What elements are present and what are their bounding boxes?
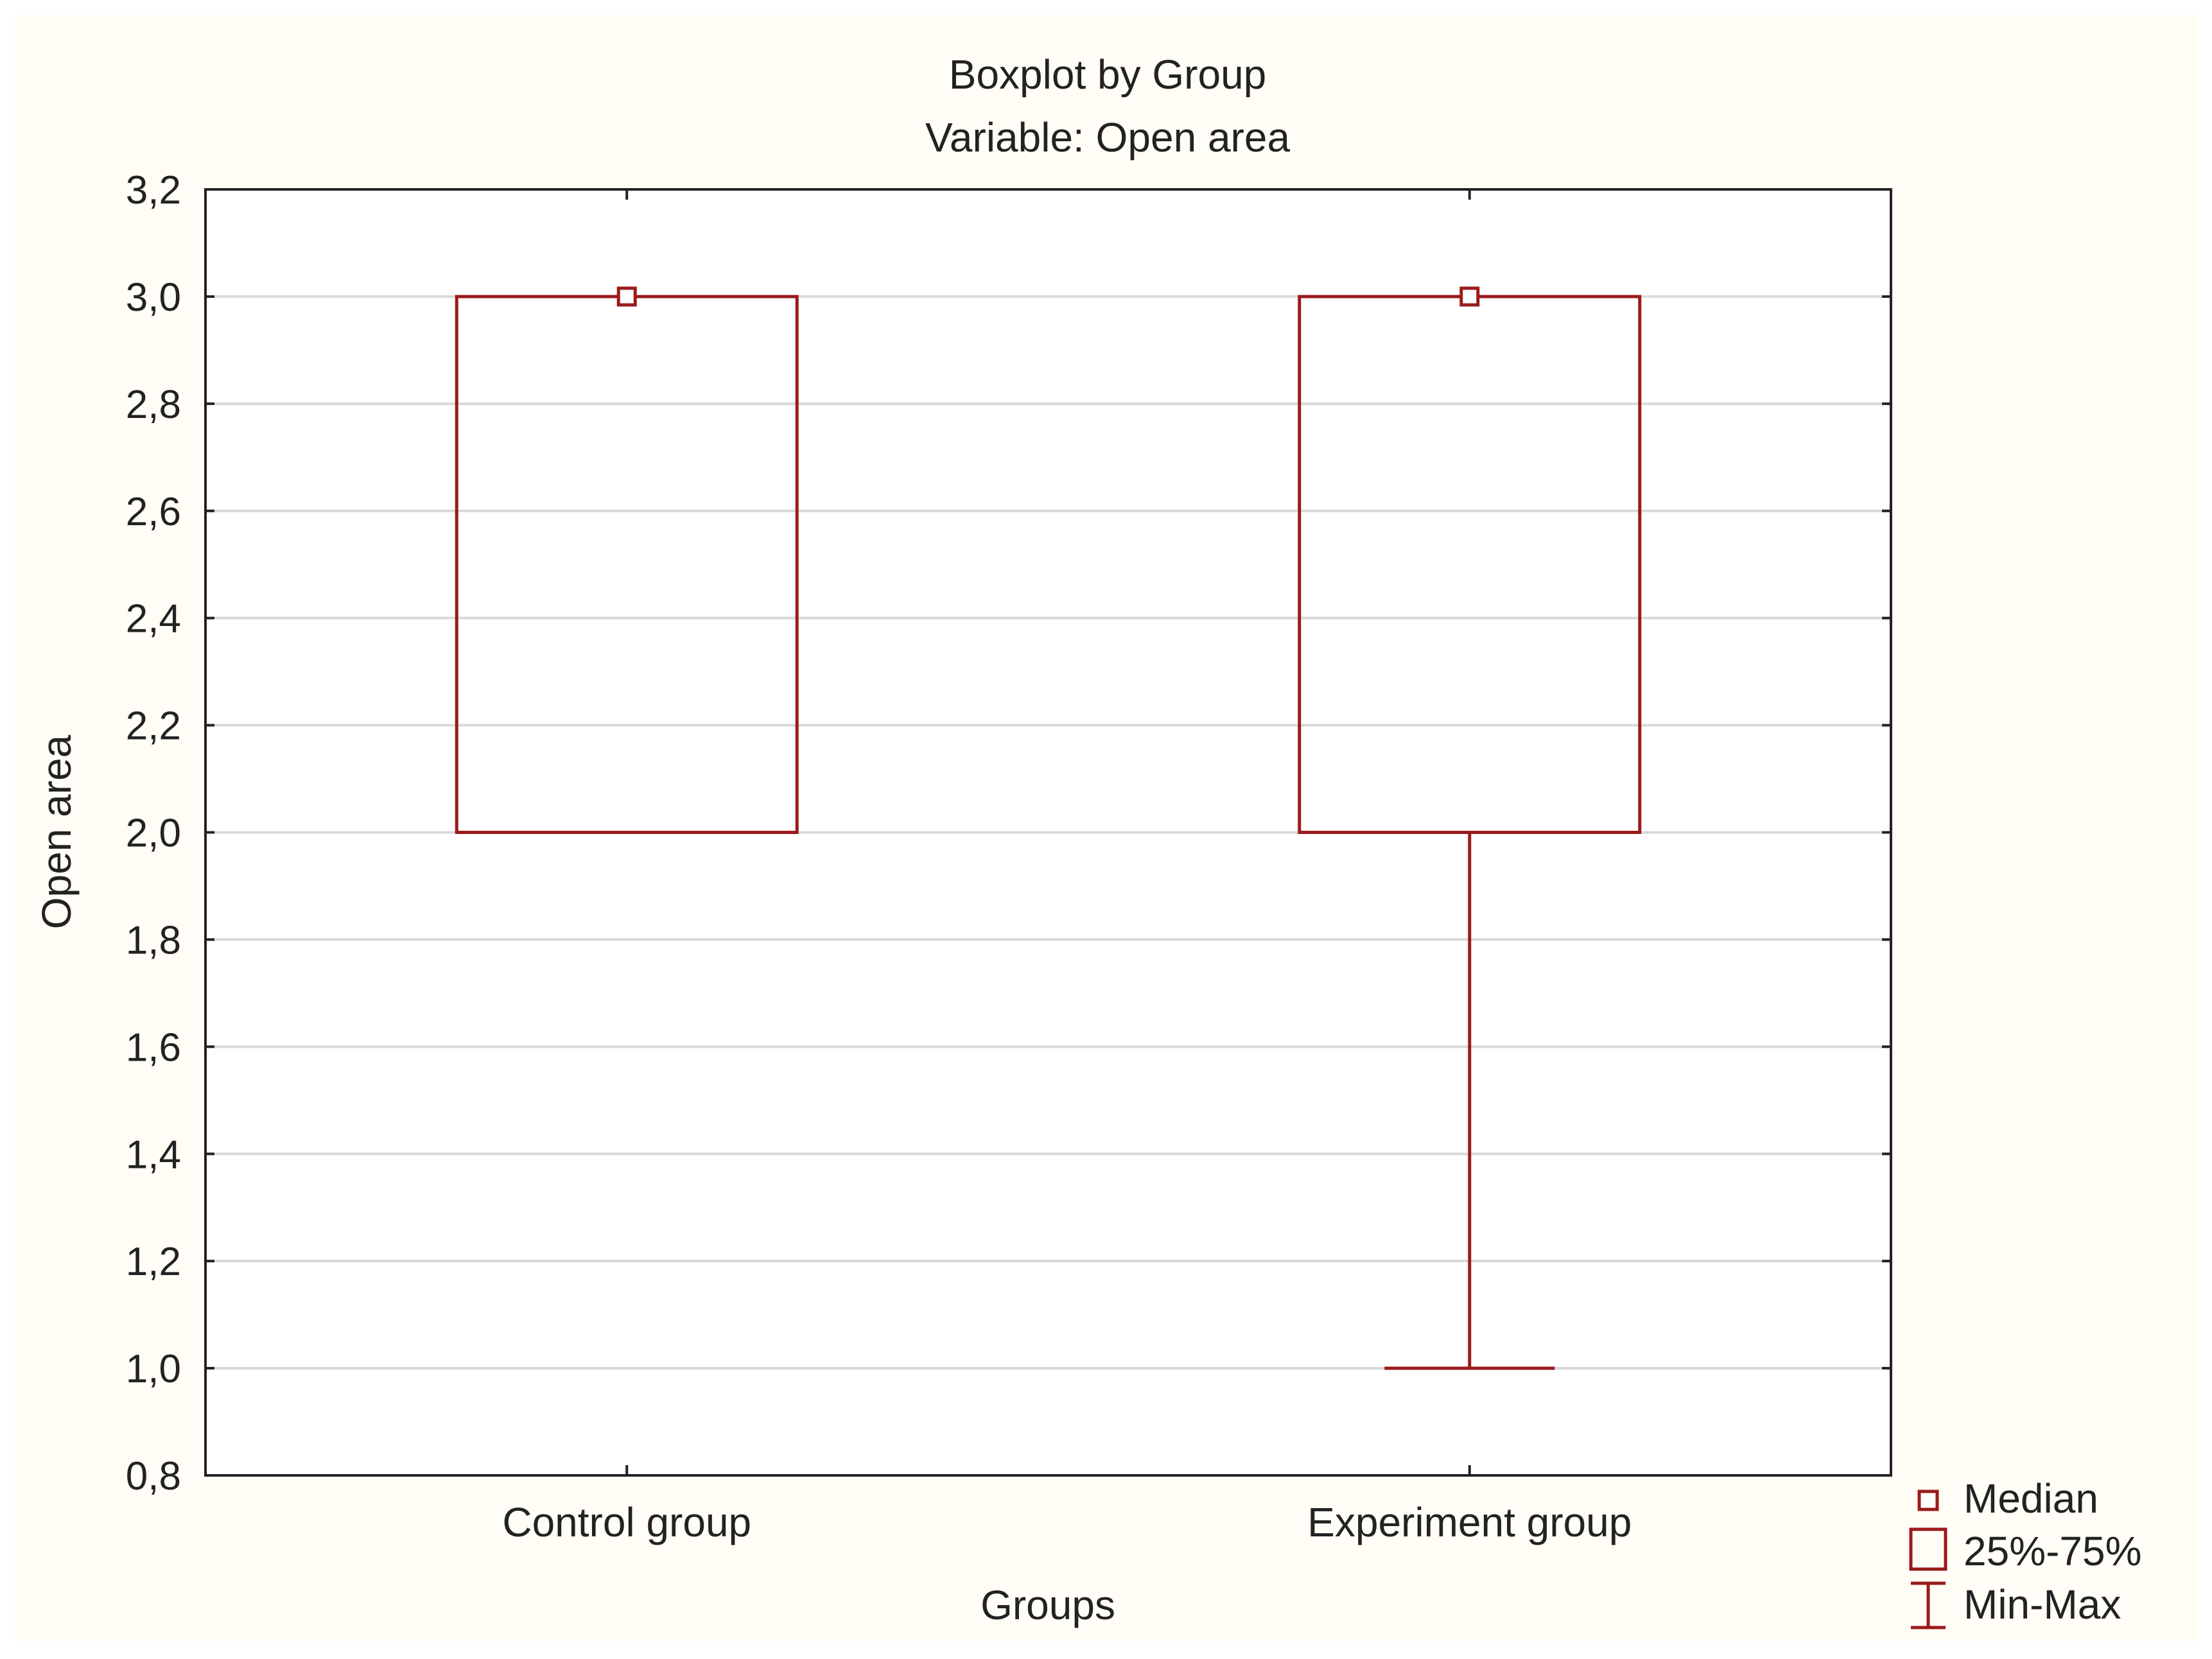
legend-label: Min-Max — [1964, 1581, 2121, 1628]
y-tick-label: 3,2 — [126, 168, 181, 213]
y-axis-ticks: 0,8 1,0 1,2 1,4 1,6 1,8 2,0 2,2 2,4 2,6 2,8 3,0 3,2 — [126, 168, 1891, 1498]
y-tick-label: 3,0 — [126, 275, 181, 320]
x-tick-label: Experiment group — [1307, 1499, 1632, 1545]
x-axis-label: Groups — [980, 1582, 1115, 1628]
y-tick-label: 2,4 — [126, 597, 181, 641]
legend-label: 25%-75% — [1964, 1528, 2142, 1574]
legend-iqr-marker — [1909, 1527, 1947, 1571]
box-group — [1298, 286, 1642, 1370]
median-marker — [616, 286, 637, 307]
plot-frame — [204, 188, 1892, 1477]
y-tick-label: 1,8 — [126, 918, 181, 962]
chart-subtitle: Variable: Open area — [925, 114, 1290, 161]
y-tick-label: 0,8 — [126, 1454, 181, 1498]
y-tick-label: 2,0 — [126, 812, 181, 856]
y-tick-label: 1,6 — [126, 1025, 181, 1070]
y-tick-label: 1,0 — [126, 1347, 181, 1391]
y-axis-label: Open area — [33, 734, 80, 929]
y-tick-label: 1,2 — [126, 1240, 181, 1284]
median-marker — [1459, 286, 1480, 307]
x-tick-label: Control group — [502, 1499, 751, 1545]
y-tick-label: 2,8 — [126, 383, 181, 427]
x-axis-ticks: Control group Experiment group — [502, 189, 1632, 1545]
chart-title: Boxplot by Group — [949, 51, 1267, 98]
legend-median-marker — [1917, 1490, 1939, 1511]
legend-label: Median — [1964, 1475, 2098, 1522]
y-tick-label: 1,4 — [126, 1133, 181, 1177]
y-tick-label: 2,2 — [126, 704, 181, 749]
boxes — [455, 286, 1642, 1370]
box-group — [455, 286, 799, 834]
legend: Median 25%-75% Min-Max — [1909, 1475, 2142, 1629]
y-tick-label: 2,6 — [126, 490, 181, 534]
